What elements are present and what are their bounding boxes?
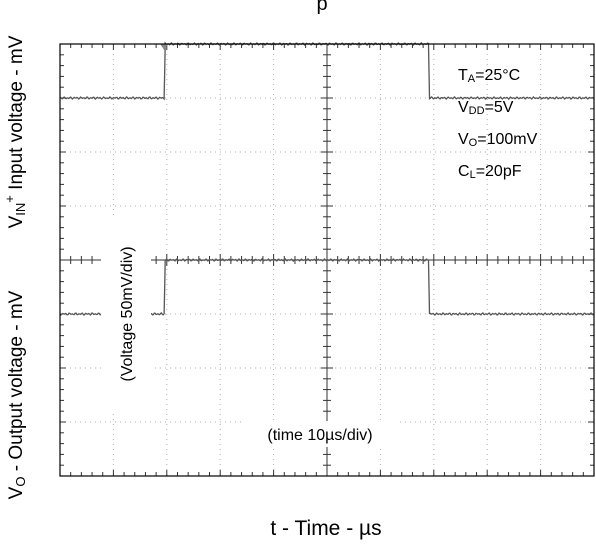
voltage-scale-annotation: (Voltage 50mV/div)	[119, 246, 136, 381]
time-scale-annotation: (time 10µs/div)	[267, 427, 372, 444]
condition-vdd: VDD=5V	[458, 99, 514, 117]
trigger-marker	[160, 44, 169, 50]
voltage-annotation-bg	[101, 216, 151, 412]
condition-ta: TA=25°C	[458, 67, 520, 85]
time-annotation-bg	[243, 421, 397, 447]
x-axis-label: t - Time - µs	[270, 517, 381, 540]
condition-cl: CL=20pF	[458, 163, 522, 181]
conditions-block: TA=25°C VDD=5V VO=100mV CL=20pF	[458, 67, 538, 181]
chart-title-fragment: p	[316, 0, 327, 15]
condition-vo: VO=100mV	[458, 131, 538, 149]
plot-frame	[59, 43, 595, 477]
y-axis-label-lower: VO - Output voltage - mV	[6, 290, 28, 499]
y-axis-label-upper: VIN+ Input voltage - mV	[2, 35, 28, 228]
